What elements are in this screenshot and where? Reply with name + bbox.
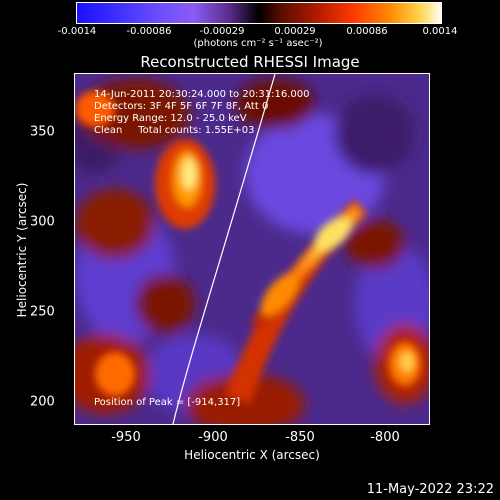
x-tick-label: -950	[111, 430, 141, 445]
rhessi-image-panel	[74, 73, 430, 425]
colorbar-tick: 0.0014	[422, 26, 458, 37]
y-tick-label: 250	[30, 304, 55, 320]
colorbar-tick: 0.00086	[346, 26, 388, 37]
x-tick-label: -800	[370, 430, 400, 445]
solar-limb-line	[172, 74, 276, 424]
footer-date: 11-May-2022 23:22	[366, 482, 494, 497]
x-tick-label: -900	[198, 430, 228, 445]
detectors-text: Detectors: 3F 4F 5F 6F 7F 8F, Att 0	[94, 101, 269, 112]
peak-position-text: Position of Peak = [-914,317]	[94, 397, 241, 408]
colorbar-tick: 0.00029	[274, 26, 316, 37]
x-axis-label: Heliocentric X (arcsec)	[184, 448, 320, 462]
energy-range-text: Energy Range: 12.0 - 25.0 keV	[94, 113, 247, 124]
y-tick-label: 200	[30, 394, 55, 410]
colorbar-unit-label: (photons cm⁻² s⁻¹ asec⁻²)	[193, 38, 323, 49]
colorbar-tick: -0.00029	[199, 26, 245, 37]
image-title: Reconstructed RHESSI Image	[140, 53, 360, 71]
x-tick-label: -850	[285, 430, 315, 445]
rhessi-heatmap	[75, 74, 429, 424]
clean-counts-text: Clean Total counts: 1.55E+03	[94, 125, 255, 136]
colorbar-tick: -0.00086	[126, 26, 172, 37]
y-tick-label: 350	[30, 124, 55, 140]
y-axis-label: Heliocentric Y (arcsec)	[15, 182, 29, 318]
colorbar	[76, 2, 442, 24]
y-tick-label: 300	[30, 214, 55, 230]
colorbar-tick: -0.0014	[57, 26, 97, 37]
time-range-text: 14-Jun-2011 20:30:24.000 to 20:31:16.000	[94, 89, 310, 100]
